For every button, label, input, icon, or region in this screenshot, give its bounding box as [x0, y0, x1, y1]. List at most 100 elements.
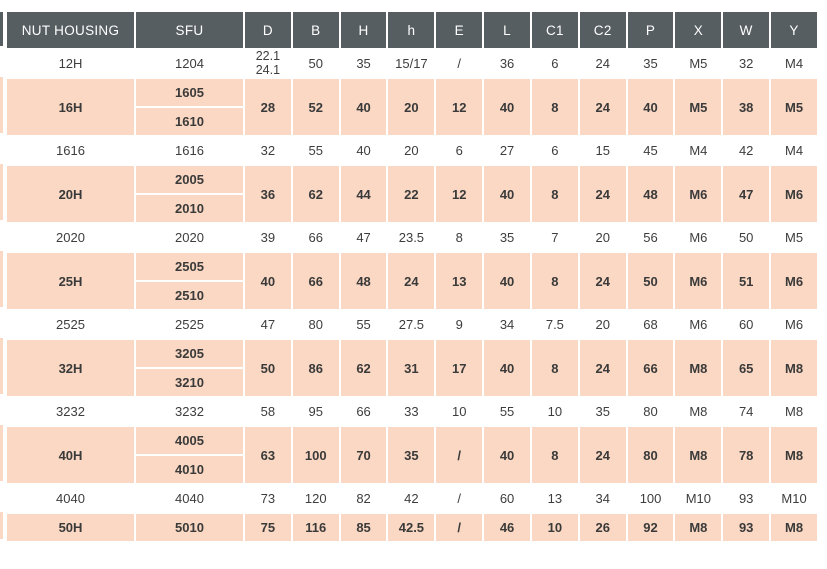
cell-d: 47: [245, 311, 291, 338]
column-header-c1: C1: [531, 12, 578, 48]
cell-x: M6: [675, 224, 722, 251]
cell-c2: 15: [579, 137, 626, 164]
cell-nut-housing: 3232: [7, 398, 134, 425]
cell-h: 55: [340, 311, 387, 338]
column-header-y: Y: [771, 12, 817, 48]
edge-sliver-segment: [0, 512, 3, 539]
cell-b: 66: [292, 253, 339, 309]
cell-d: 36: [245, 166, 291, 222]
cell-h: 35: [388, 427, 435, 483]
cell-x: M6: [675, 166, 722, 222]
cell-w: 60: [723, 311, 770, 338]
cell-y: M5: [771, 79, 817, 135]
cell-p: 80: [627, 398, 674, 425]
table-subrow-20h: 2010: [7, 195, 817, 222]
cell-x: M6: [675, 311, 722, 338]
cell-sfu: 1610: [136, 108, 243, 135]
cell-b: 80: [292, 311, 339, 338]
cell-x: M5: [675, 50, 722, 77]
edge-sliver-segment: [0, 396, 3, 423]
cell-y: M5: [771, 224, 817, 251]
table-subrow-16h: 1610: [7, 108, 817, 135]
cell-e: 13: [436, 253, 483, 309]
table-row-2525: 2525 2525 47 80 55 27.5 9 34 7.5 20 68 M6 60 M6: [7, 311, 817, 338]
cell-d: 73: [245, 485, 291, 512]
table-row-12h: 12H 1204 22.1 24.1 50 35 15/17/36 6 24 35 M5 32 M4: [7, 49, 817, 77]
edge-sliver-segment: [0, 222, 3, 249]
cell-h: 20: [388, 79, 435, 135]
cell-sfu: 1605: [136, 79, 243, 106]
cell-y: M8: [771, 340, 817, 396]
cell-p: 68: [627, 311, 674, 338]
cell-c2: 24: [579, 79, 626, 135]
cell-w: 47: [723, 166, 770, 222]
column-header-w: W: [723, 12, 770, 48]
cell-e: 9: [436, 311, 483, 338]
cell-l: 40: [484, 340, 530, 396]
column-header-c2: C2: [579, 12, 626, 48]
cell-l: 34: [484, 311, 530, 338]
cell-b: 62: [292, 166, 339, 222]
cell-c2: 24: [579, 253, 626, 309]
cell-p: 45: [627, 137, 674, 164]
table-subrow-32h: 3210: [7, 369, 817, 396]
cell-l: 40: [484, 79, 530, 135]
cell-p: 66: [627, 340, 674, 396]
cell-c1: 8: [531, 79, 578, 135]
cell-e: /: [436, 485, 483, 512]
cell-d: 22.1 24.1: [245, 49, 291, 77]
column-header-p: P: [627, 12, 674, 48]
cell-nut-housing: 32H: [7, 340, 134, 396]
table-left-edge-sliver: [0, 10, 3, 539]
cell-h: 62: [340, 340, 387, 396]
cell-c1: 10: [531, 398, 578, 425]
cell-l: 27: [484, 137, 530, 164]
cell-p: 35: [627, 50, 674, 77]
cell-sfu: 3232: [136, 398, 243, 425]
column-header-nut-housing: NUT HOUSING: [7, 12, 134, 48]
cell-c1: 8: [531, 253, 578, 309]
cell-c1: 7: [531, 224, 578, 251]
cell-h: 33: [388, 398, 435, 425]
cell-p: 100: [627, 485, 674, 512]
cell-p: 48: [627, 166, 674, 222]
cell-h: 40: [340, 137, 387, 164]
cell-l: 40: [484, 427, 530, 483]
edge-sliver-segment: [0, 483, 3, 510]
column-header-b: B: [292, 12, 339, 48]
cell-y: M6: [771, 253, 817, 309]
table-row-3232: 3232 3232 58 95 66 33 10 55 10 35 80 M8 74 M8: [7, 398, 817, 425]
cell-d: 39: [245, 224, 291, 251]
cell-x: M5: [675, 79, 722, 135]
column-header-e: E: [436, 12, 483, 48]
table-subrow-25h: 2510: [7, 282, 817, 309]
cell-l: 40: [484, 166, 530, 222]
cell-x: M8: [675, 514, 722, 541]
cell-sfu: 3205: [136, 340, 243, 367]
column-header-h: H: [340, 12, 387, 48]
cell-e: 6: [436, 137, 483, 164]
cell-c2: 24: [579, 50, 626, 77]
cell-nut-housing: 20H: [7, 166, 134, 222]
column-header-d: D: [245, 12, 291, 48]
edge-sliver-segment: [0, 12, 3, 46]
cell-h: 85: [340, 514, 387, 541]
cell-e: /: [436, 514, 483, 541]
table-row-20h: 20H 2005 36 62 44 22 12 40 8 24 48 M6 47 M6: [7, 166, 817, 222]
cell-p: 80: [627, 427, 674, 483]
cell-b: 116: [292, 514, 339, 541]
cell-c2: 35: [579, 398, 626, 425]
cell-l: 46: [484, 514, 530, 541]
cell-h: 42.5: [388, 514, 435, 541]
cell-c2: 24: [579, 166, 626, 222]
cell-b: 55: [292, 137, 339, 164]
cell-d: 40: [245, 253, 291, 309]
cell-h: 66: [340, 398, 387, 425]
cell-x: M6: [675, 253, 722, 309]
cell-y: M6: [771, 166, 817, 222]
cell-sfu: 5010: [136, 514, 243, 541]
table-body: 12H 1204 22.1 24.1 50 35 15/17/36 6 24 35 M5 32 M4 1…: [7, 49, 817, 541]
cell-x: M8: [675, 340, 722, 396]
cell-c1: 13: [531, 485, 578, 512]
